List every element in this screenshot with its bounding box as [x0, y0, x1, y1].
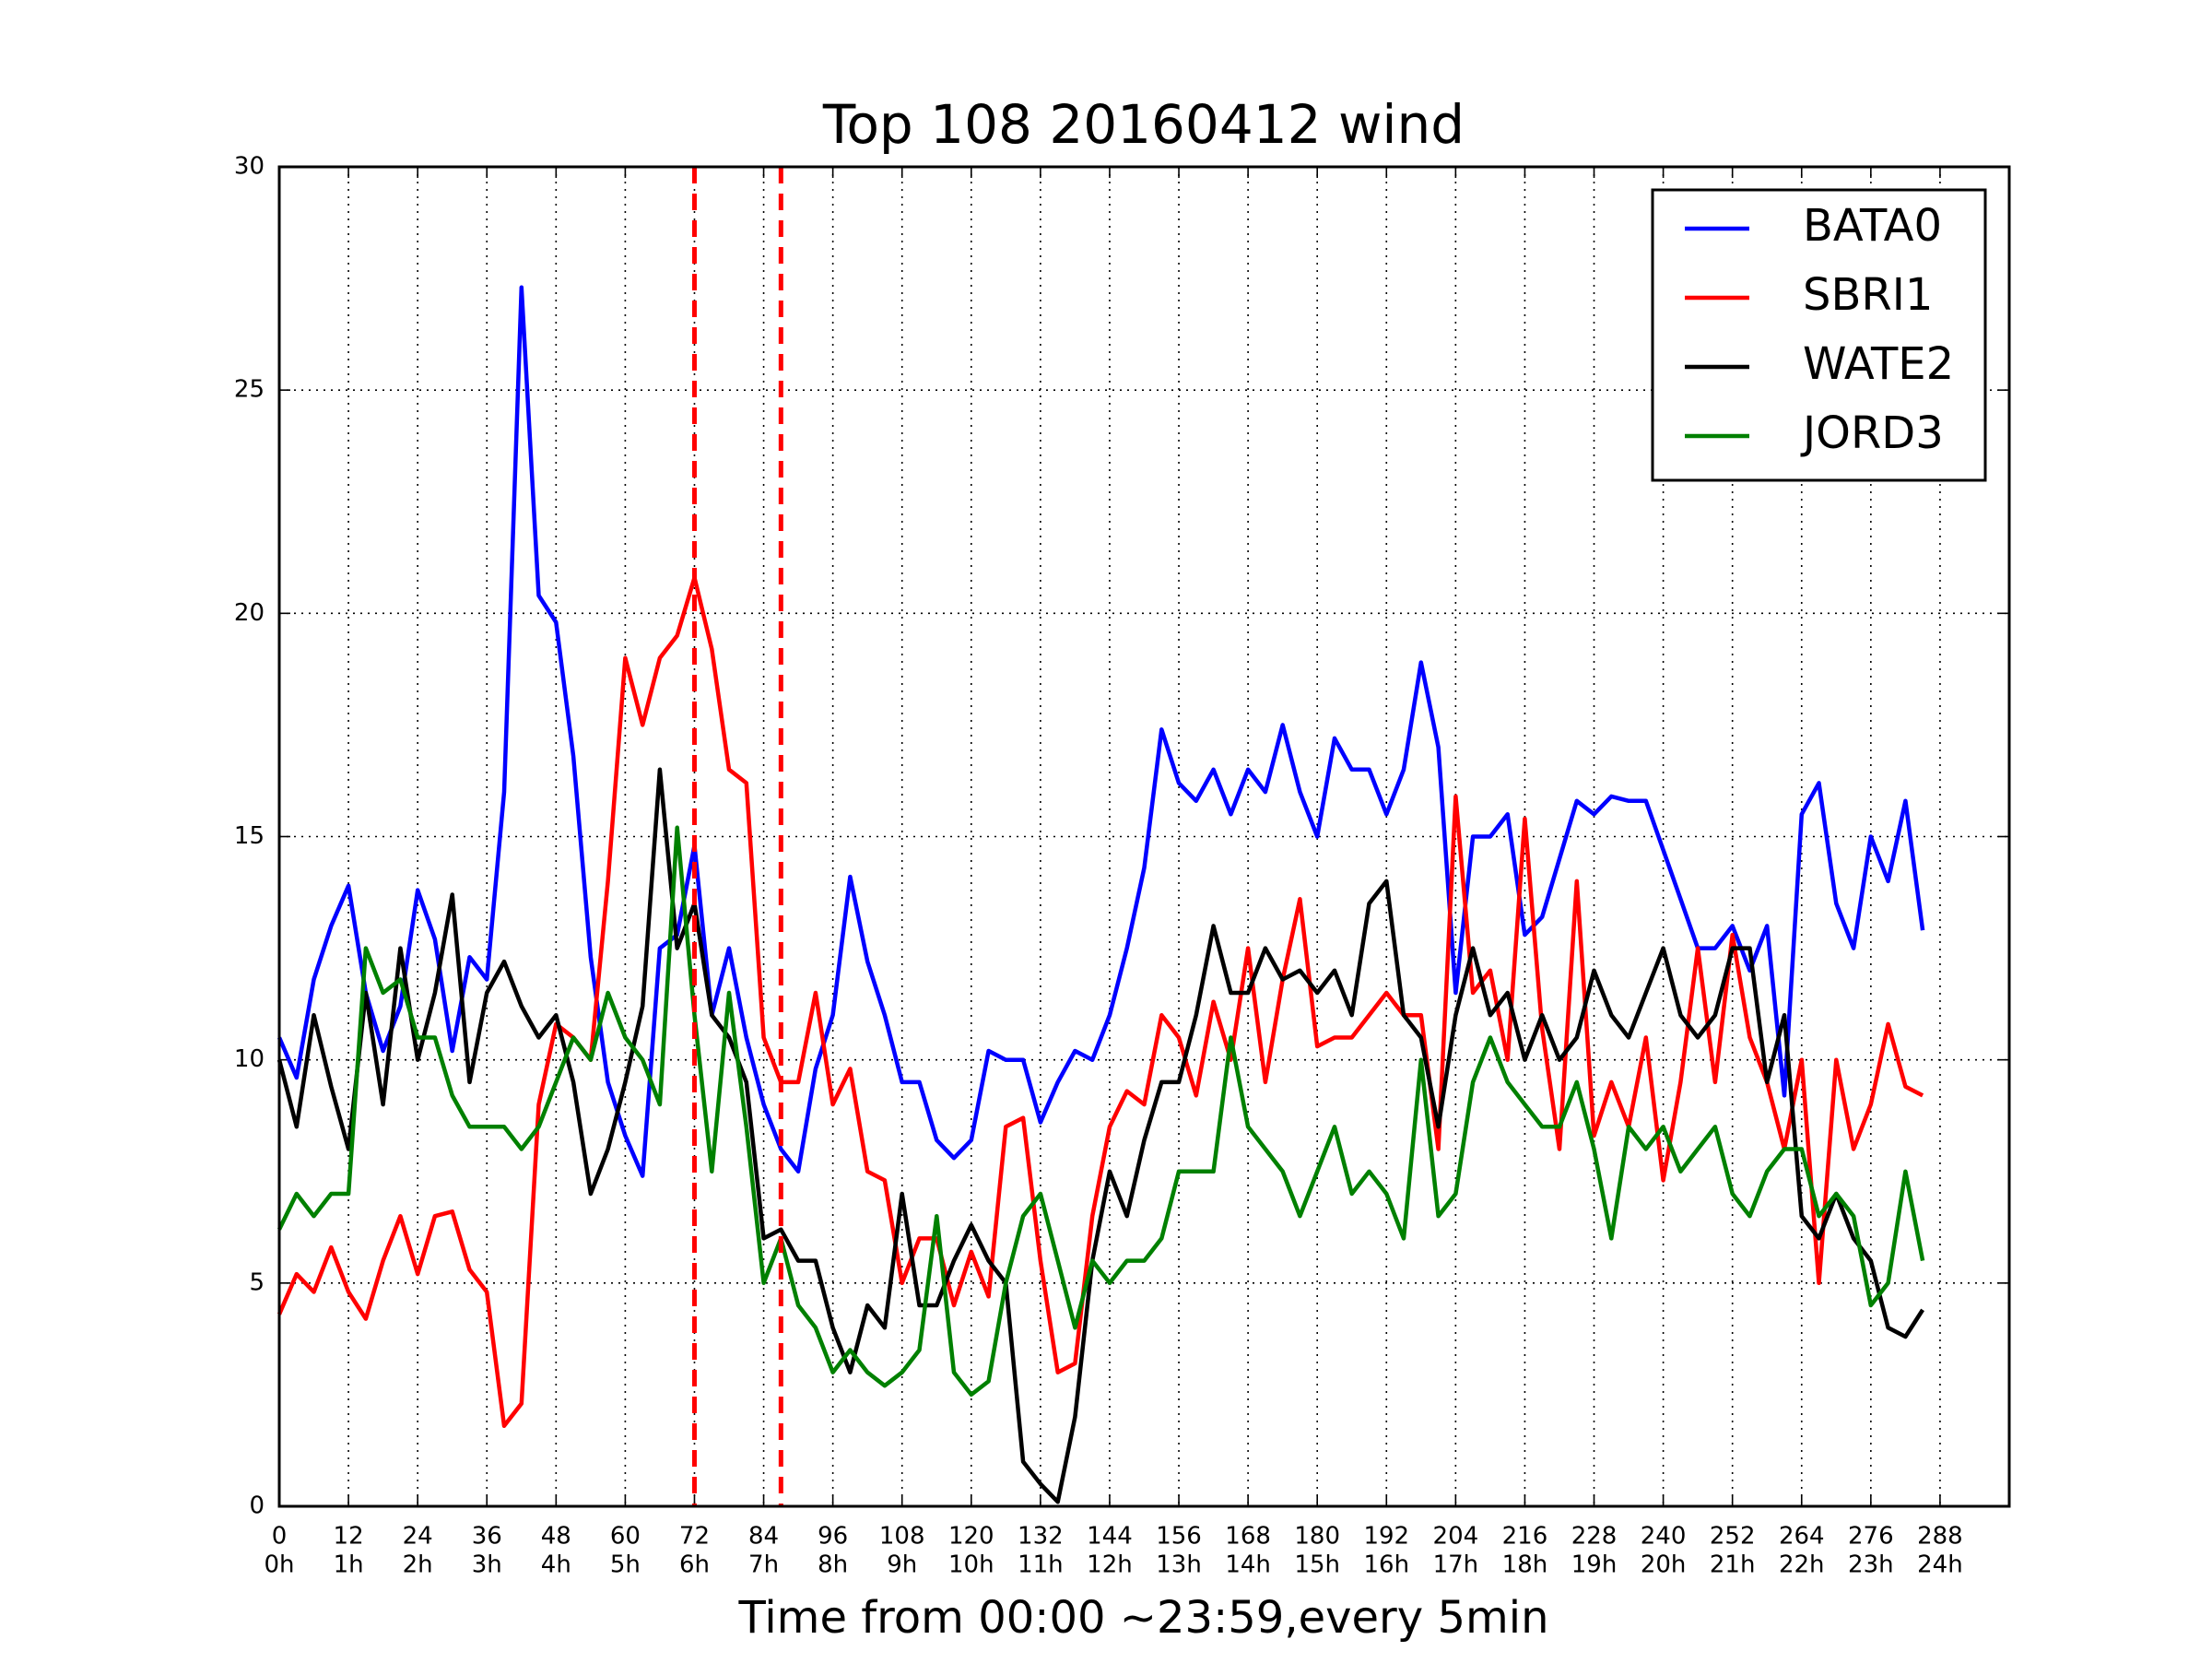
x-tick-hour-label: 21h	[1710, 1551, 1756, 1579]
y-tick-label: 0	[249, 1492, 265, 1520]
x-tick-hour-label: 2h	[403, 1551, 433, 1579]
plot-frame	[277, 165, 2011, 1508]
y-tick-label: 30	[234, 153, 265, 181]
series-line	[276, 285, 1925, 1178]
legend-label: JORD3	[1800, 407, 1944, 459]
legend-label: BATA0	[1803, 200, 1942, 252]
x-tick-label: 36	[472, 1523, 502, 1551]
x-tick-hour-label: 22h	[1779, 1551, 1825, 1579]
y-tick-label: 10	[234, 1045, 265, 1073]
y-tick-label: 15	[234, 822, 265, 850]
x-tick-label: 264	[1779, 1523, 1825, 1551]
x-tick-label: 216	[1502, 1523, 1548, 1551]
x-tick-hour-label: 6h	[679, 1551, 710, 1579]
x-tick-hour-label: 19h	[1571, 1551, 1618, 1579]
x-tick-label: 192	[1363, 1523, 1409, 1551]
x-tick-label: 288	[1917, 1523, 1963, 1551]
y-tick-label: 5	[249, 1268, 265, 1296]
x-tick-hour-label: 18h	[1502, 1551, 1548, 1579]
x-tick-hour-label: 7h	[748, 1551, 779, 1579]
x-tick-hour-label: 20h	[1641, 1551, 1687, 1579]
x-tick-label: 96	[818, 1523, 848, 1551]
x-tick-hour-label: 16h	[1363, 1551, 1409, 1579]
chart-title: Top 108 20160412 wind	[822, 93, 1465, 156]
x-tick-hour-label: 0h	[264, 1551, 294, 1579]
legend-box	[1651, 188, 1987, 482]
x-tick-hour-label: 15h	[1294, 1551, 1340, 1579]
series-line	[276, 825, 1925, 1398]
x-tick-hour-label: 3h	[472, 1551, 502, 1579]
x-tick-hour-label: 4h	[541, 1551, 571, 1579]
x-tick-hour-label: 17h	[1433, 1551, 1479, 1579]
x-tick-label: 180	[1294, 1523, 1340, 1551]
x-tick-label: 24	[403, 1523, 433, 1551]
legend-label: SBRI1	[1803, 269, 1933, 321]
x-tick-hour-label: 13h	[1156, 1551, 1202, 1579]
x-tick-hour-label: 12h	[1087, 1551, 1133, 1579]
x-tick-hour-label: 9h	[887, 1551, 917, 1579]
x-tick-label: 156	[1156, 1523, 1202, 1551]
x-tick-hour-label: 1h	[334, 1551, 364, 1579]
y-tick-label: 25	[234, 376, 265, 404]
x-tick-label: 48	[541, 1523, 571, 1551]
x-tick-label: 252	[1710, 1523, 1756, 1551]
legend-label: WATE2	[1803, 338, 1954, 390]
x-tick-label: 144	[1087, 1523, 1133, 1551]
x-tick-hour-label: 5h	[610, 1551, 641, 1579]
x-tick-label: 12	[334, 1523, 364, 1551]
x-tick-label: 108	[879, 1523, 925, 1551]
x-tick-label: 132	[1018, 1523, 1064, 1551]
x-tick-hour-label: 24h	[1917, 1551, 1963, 1579]
x-tick-label: 204	[1433, 1523, 1479, 1551]
series-line	[276, 767, 1924, 1504]
x-tick-label: 276	[1848, 1523, 1894, 1551]
x-tick-label: 168	[1225, 1523, 1271, 1551]
x-axis-label: Time from 00:00 ~23:59,every 5min	[738, 1592, 1549, 1644]
x-tick-label: 120	[948, 1523, 994, 1551]
x-tick-label: 84	[748, 1523, 779, 1551]
x-tick-label: 228	[1571, 1523, 1618, 1551]
x-tick-hour-label: 8h	[818, 1551, 848, 1579]
x-tick-hour-label: 14h	[1225, 1551, 1271, 1579]
x-tick-label: 72	[679, 1523, 710, 1551]
x-tick-hour-label: 11h	[1018, 1551, 1064, 1579]
x-tick-label: 0	[272, 1523, 288, 1551]
x-tick-hour-label: 10h	[948, 1551, 994, 1579]
x-tick-hour-label: 23h	[1848, 1551, 1894, 1579]
y-tick-label: 20	[234, 599, 265, 627]
x-tick-label: 60	[610, 1523, 641, 1551]
series-line	[276, 575, 1924, 1429]
x-tick-label: 240	[1641, 1523, 1687, 1551]
